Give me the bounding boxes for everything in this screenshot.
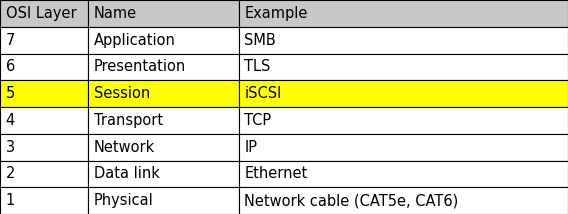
Bar [239, 0, 568, 27]
Bar [0, 187, 88, 214]
Bar [0, 107, 88, 134]
Text: 3: 3 [6, 140, 15, 155]
Text: Ethernet: Ethernet [244, 166, 307, 181]
Bar [239, 54, 568, 80]
Text: iSCSI: iSCSI [244, 86, 282, 101]
Text: TLS: TLS [244, 59, 270, 74]
Bar [88, 160, 239, 187]
Bar [88, 134, 239, 160]
Text: IP: IP [244, 140, 257, 155]
Text: 5: 5 [6, 86, 15, 101]
Bar [239, 27, 568, 54]
Text: Network cable (CAT5e, CAT6): Network cable (CAT5e, CAT6) [244, 193, 458, 208]
Bar [88, 107, 239, 134]
Text: Session: Session [94, 86, 150, 101]
Bar [88, 80, 239, 107]
Bar [239, 80, 568, 107]
Bar [0, 0, 88, 27]
Bar [239, 160, 568, 187]
Bar [0, 80, 88, 107]
Text: Transport: Transport [94, 113, 163, 128]
Text: SMB: SMB [244, 33, 276, 48]
Bar [0, 54, 88, 80]
Text: 2: 2 [6, 166, 15, 181]
Text: 6: 6 [6, 59, 15, 74]
Bar [88, 0, 239, 27]
Text: Data link: Data link [94, 166, 160, 181]
Text: OSI Layer: OSI Layer [6, 6, 76, 21]
Text: Example: Example [244, 6, 308, 21]
Bar [88, 54, 239, 80]
Bar [239, 107, 568, 134]
Text: Name: Name [94, 6, 137, 21]
Text: 1: 1 [6, 193, 15, 208]
Text: Physical: Physical [94, 193, 153, 208]
Bar [239, 187, 568, 214]
Text: TCP: TCP [244, 113, 272, 128]
Bar [0, 27, 88, 54]
Text: Presentation: Presentation [94, 59, 186, 74]
Bar [0, 134, 88, 160]
Bar [239, 134, 568, 160]
Bar [88, 187, 239, 214]
Text: 7: 7 [6, 33, 15, 48]
Text: Network: Network [94, 140, 155, 155]
Text: Application: Application [94, 33, 176, 48]
Text: 4: 4 [6, 113, 15, 128]
Bar [0, 160, 88, 187]
Bar [88, 27, 239, 54]
